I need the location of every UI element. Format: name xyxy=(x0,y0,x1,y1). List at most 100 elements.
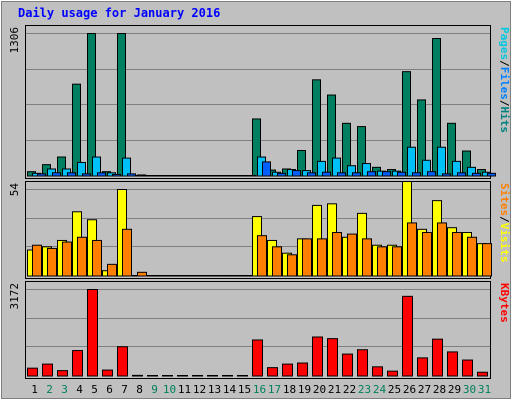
bar-kbytes-kbytes-24 xyxy=(372,366,383,377)
bar-visits-sites-20 xyxy=(317,238,327,277)
bar-kbytes-kbytes-20 xyxy=(312,336,323,377)
legend-entry: / xyxy=(498,100,511,107)
bar-visits-sites-1 xyxy=(32,244,42,277)
legend-hits: Pages/Files/Hits xyxy=(498,27,511,133)
bar-hits-pages-1 xyxy=(37,173,46,177)
bar-kbytes-kbytes-15 xyxy=(237,375,248,377)
bar-kbytes-kbytes-9 xyxy=(147,375,158,377)
x-tick-label: 13 xyxy=(208,383,221,396)
bar-visits-sites-17 xyxy=(272,246,282,277)
bar-hits-files-7 xyxy=(122,157,131,177)
bar-hits-files-23 xyxy=(362,163,371,177)
bar-hits-hits-26 xyxy=(402,71,411,177)
bar-visits-sites-27 xyxy=(422,232,432,277)
bar-visits-sites-30 xyxy=(467,236,477,277)
bar-kbytes-kbytes-5 xyxy=(87,289,98,377)
bar-kbytes-kbytes-16 xyxy=(252,339,263,377)
x-tick-label: 4 xyxy=(76,383,83,396)
bar-kbytes-kbytes-21 xyxy=(327,338,338,377)
bar-hits-files-28 xyxy=(437,146,446,177)
bar-kbytes-kbytes-4 xyxy=(72,350,83,377)
bar-hits-hits-19 xyxy=(297,149,306,177)
bar-hits-pages-6 xyxy=(112,173,121,177)
x-tick-label: 14 xyxy=(223,383,237,396)
x-tick-label: 5 xyxy=(91,383,98,396)
bar-kbytes-kbytes-2 xyxy=(42,363,53,377)
bar-hits-hits-4 xyxy=(72,83,81,177)
x-tick-label: 29 xyxy=(448,383,461,396)
bar-hits-pages-22 xyxy=(352,172,361,177)
bar-hits-files-27 xyxy=(422,159,431,177)
bar-hits-hits-20 xyxy=(312,79,321,177)
bar-hits-hits-21 xyxy=(327,94,336,177)
x-tick-label: 28 xyxy=(433,383,446,396)
legend-visits: Sites/Visits xyxy=(498,183,511,263)
bar-visits-sites-14 xyxy=(227,275,237,277)
bar-hits-hits-30 xyxy=(462,150,471,177)
x-tick-label: 8 xyxy=(136,383,143,396)
legend-kbytes: KBytes xyxy=(498,283,511,323)
bar-kbytes-kbytes-11 xyxy=(177,375,188,377)
x-tick-label: 16 xyxy=(253,383,266,396)
legend-entry: KBytes xyxy=(498,283,511,323)
bar-visits-sites-12 xyxy=(197,275,207,277)
bar-kbytes-kbytes-3 xyxy=(57,370,68,377)
bar-kbytes-kbytes-23 xyxy=(357,349,368,377)
x-tick-label: 19 xyxy=(298,383,311,396)
bar-hits-pages-27 xyxy=(427,171,436,177)
bar-hits-files-22 xyxy=(347,165,356,177)
x-tick-label: 12 xyxy=(193,383,206,396)
bar-hits-files-4 xyxy=(77,161,86,177)
bar-hits-hits-23 xyxy=(357,126,366,177)
bar-kbytes-kbytes-29 xyxy=(447,351,458,377)
x-tick-label: 18 xyxy=(283,383,296,396)
bar-hits-files-20 xyxy=(317,160,326,177)
legend-entry: / xyxy=(498,60,511,67)
bar-visits-sites-11 xyxy=(182,275,192,277)
x-tick-label: 30 xyxy=(463,383,476,396)
x-tick-label: 24 xyxy=(373,383,387,396)
bar-visits-sites-31 xyxy=(482,243,492,277)
bar-kbytes-kbytes-18 xyxy=(282,363,293,377)
bar-hits-pages-10 xyxy=(172,175,181,177)
bar-hits-hits-28 xyxy=(432,38,441,177)
x-tick-label: 31 xyxy=(478,383,491,396)
bar-kbytes-kbytes-25 xyxy=(387,370,398,377)
bar-hits-pages-16 xyxy=(262,161,271,177)
x-tick-label: 20 xyxy=(313,383,326,396)
x-tick-label: 17 xyxy=(268,383,281,396)
x-tick-label: 10 xyxy=(163,383,176,396)
x-tick-label: 25 xyxy=(388,383,401,396)
bar-hits-hits-29 xyxy=(447,122,456,177)
bar-visits-sites-8 xyxy=(137,271,147,277)
x-tick-label: 9 xyxy=(151,383,158,396)
bar-visits-sites-16 xyxy=(257,235,267,277)
bar-kbytes-kbytes-30 xyxy=(462,359,473,377)
bar-kbytes-kbytes-26 xyxy=(402,295,413,377)
bar-visits-sites-22 xyxy=(347,233,357,277)
bar-kbytes-kbytes-28 xyxy=(432,338,443,377)
bar-kbytes-kbytes-19 xyxy=(297,362,308,377)
bar-hits-hits-16 xyxy=(252,118,261,177)
x-tick-label: 27 xyxy=(418,383,431,396)
bar-hits-pages-18 xyxy=(292,170,301,177)
bar-hits-pages-17 xyxy=(277,172,286,177)
bar-hits-hits-3 xyxy=(57,156,66,177)
bar-visits-sites-21 xyxy=(332,232,342,277)
bar-visits-sites-23 xyxy=(362,238,372,277)
bar-hits-hits-7 xyxy=(117,33,126,177)
bar-hits-pages-21 xyxy=(337,172,346,177)
bar-kbytes-kbytes-10 xyxy=(162,375,173,377)
bar-visits-sites-24 xyxy=(377,246,387,277)
bar-visits-sites-4 xyxy=(77,236,87,277)
bar-hits-pages-28 xyxy=(442,173,451,177)
x-tick-label: 7 xyxy=(121,383,128,396)
bar-hits-pages-12 xyxy=(202,175,211,177)
bar-kbytes-kbytes-7 xyxy=(117,346,128,377)
bar-kbytes-kbytes-27 xyxy=(417,357,428,377)
bar-hits-files-29 xyxy=(452,160,461,177)
bar-visits-sites-5 xyxy=(92,239,102,277)
bar-kbytes-kbytes-13 xyxy=(207,375,218,377)
bar-hits-pages-13 xyxy=(217,175,226,177)
